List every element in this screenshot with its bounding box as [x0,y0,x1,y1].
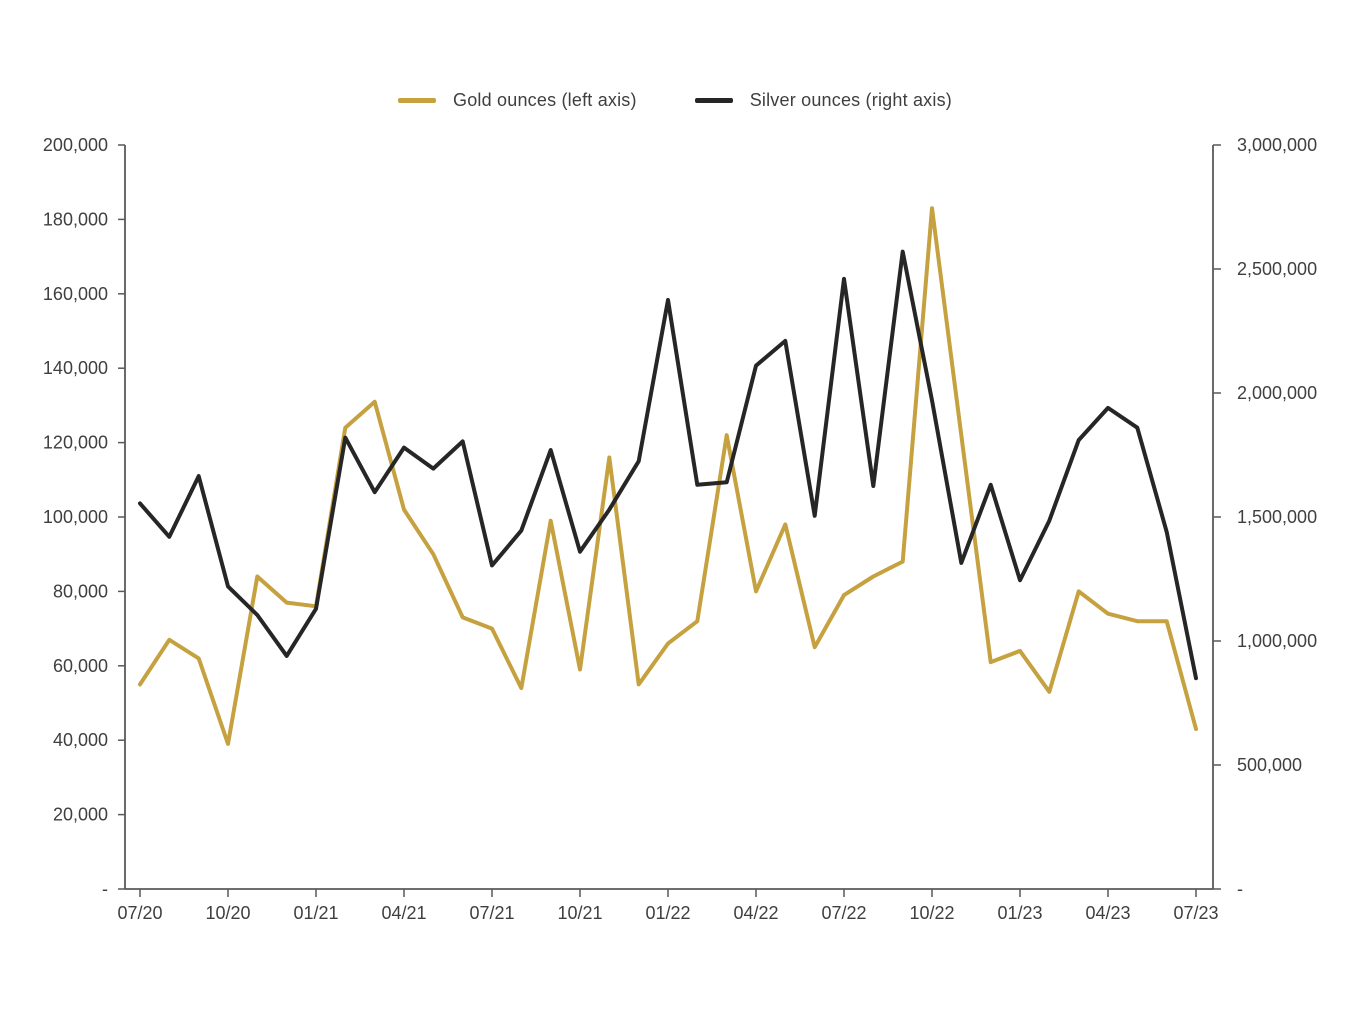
x-axis-tick-label: 10/21 [557,903,602,923]
left-axis-tick-label: 60,000 [53,656,108,676]
left-axis-tick-label: 180,000 [43,209,108,229]
left-axis-tick-label: 160,000 [43,284,108,304]
right-axis-tick-label: 500,000 [1237,755,1302,775]
gold-series-swatch [398,98,437,103]
x-axis-tick-label: 04/22 [733,903,778,923]
legend-label-silver: Silver ounces (right axis) [749,90,952,110]
gold-line [138,206,1198,746]
right-axis-tick-label: 1,500,000 [1237,507,1317,527]
x-axis-tick-label: 07/21 [469,903,514,923]
right-axis-tick-label: 3,000,000 [1237,135,1317,155]
silver-series-swatch [694,98,733,103]
x-axis-tick-label: 01/23 [997,903,1042,923]
x-axis-tick-label: 04/23 [1085,903,1130,923]
left-axis-tick-label: - [102,879,108,899]
left-axis-tick-label: 40,000 [53,730,108,750]
x-axis-tick-label: 07/22 [821,903,866,923]
x-axis-tick-label: 10/22 [909,903,954,923]
right-axis-tick-label: 1,000,000 [1237,631,1317,651]
x-axis-tick-label: 07/20 [117,903,162,923]
left-axis-tick-label: 140,000 [43,358,108,378]
right-axis-tick-label: - [1237,879,1243,899]
legend: Gold ounces (left axis) Silver ounces (r… [0,90,1350,111]
legend-label-gold: Gold ounces (left axis) [453,90,637,110]
x-axis-tick-label: 07/23 [1173,903,1218,923]
x-axis-tick-label: 01/22 [645,903,690,923]
x-axis-tick-label: 10/20 [205,903,250,923]
x-axis-tick-label: 01/21 [293,903,338,923]
legend-item-silver: Silver ounces (right axis) [694,90,952,111]
left-axis-tick-label: 120,000 [43,433,108,453]
legend-item-gold: Gold ounces (left axis) [398,90,637,111]
silver-line [138,249,1198,681]
right-axis-tick-label: 2,000,000 [1237,383,1317,403]
left-axis-tick-label: 100,000 [43,507,108,527]
left-axis-tick-label: 200,000 [43,135,108,155]
x-axis-tick-label: 04/21 [381,903,426,923]
left-axis-tick-label: 80,000 [53,581,108,601]
left-axis-tick-label: 20,000 [53,805,108,825]
right-axis-tick-label: 2,500,000 [1237,259,1317,279]
